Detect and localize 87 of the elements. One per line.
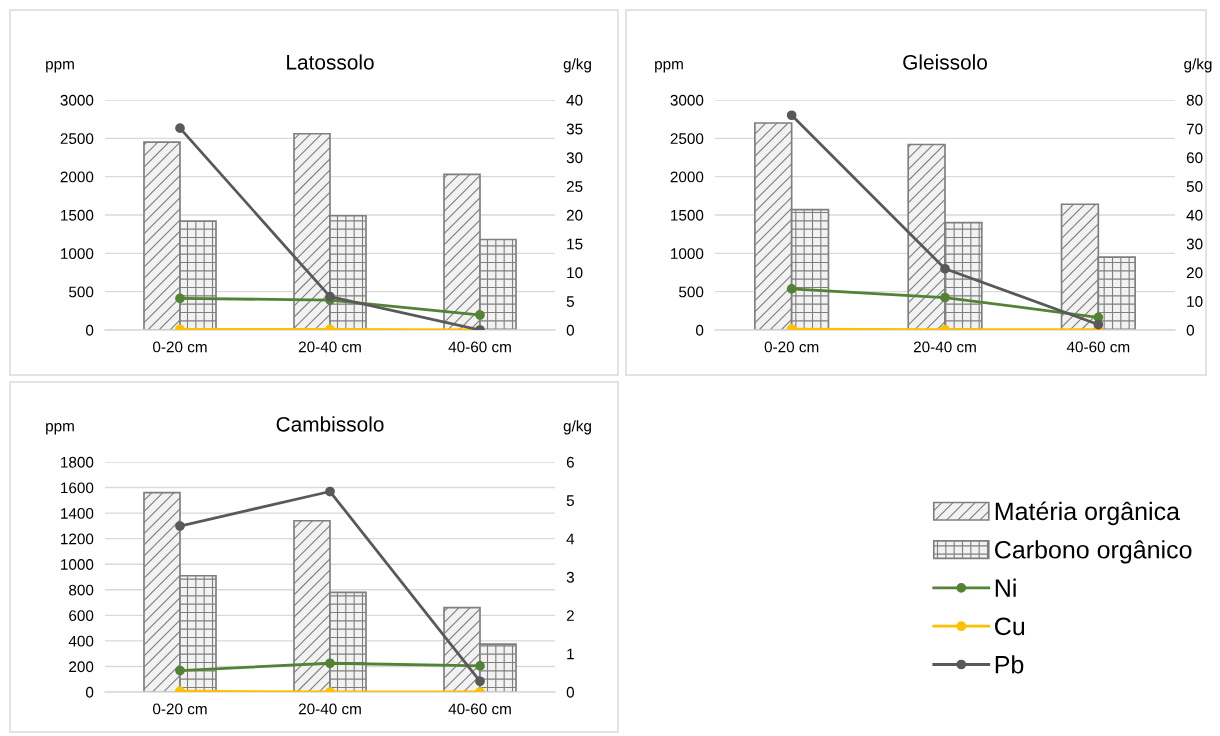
legend-label: Carbono orgânico <box>995 540 1192 564</box>
point <box>175 665 185 676</box>
legend-label: Cu <box>995 617 1025 636</box>
y2-tick-label: 3 <box>566 571 574 583</box>
y-tick-label: 1800 <box>61 456 94 468</box>
y-tick-label: 800 <box>69 584 94 596</box>
y-tick-label: 200 <box>69 661 94 673</box>
y-tick-label: 500 <box>679 286 704 298</box>
chart-title: Gleissolo <box>903 54 987 70</box>
legend-label: Pb <box>995 655 1024 674</box>
y-tick-label: 500 <box>69 286 94 298</box>
point <box>475 310 485 320</box>
y2-tick-label: 5 <box>566 495 574 507</box>
y2-tick-label: 10 <box>567 267 583 279</box>
point <box>1093 319 1104 330</box>
y2-tick-label: 70 <box>1186 123 1203 135</box>
y-tick-label: 0 <box>695 324 704 336</box>
y2-tick-label: 0 <box>1186 324 1195 336</box>
y2-axis-title: g/kg <box>563 420 591 435</box>
x-tick-label: 20-40 cm <box>298 703 361 715</box>
point <box>475 676 485 687</box>
x-tick-label: 40-60 cm <box>448 703 511 715</box>
y-tick-label: 3000 <box>60 94 94 106</box>
x-tick-label: 20-40 cm <box>913 341 976 353</box>
y-axis-title: ppm <box>655 61 683 73</box>
y-tick-label: 2500 <box>670 133 704 145</box>
point <box>175 293 185 304</box>
y-tick-label: 400 <box>68 635 94 647</box>
y2-tick-label: 80 <box>1186 94 1203 106</box>
point <box>175 123 185 134</box>
y2-tick-label: 40 <box>566 94 583 106</box>
y2-tick-label: 0 <box>566 324 575 336</box>
y2-tick-label: 5 <box>566 296 574 307</box>
x-tick-label: 20-40 cm <box>298 341 361 353</box>
y2-tick-label: 0 <box>566 686 575 698</box>
y-tick-label: 1200 <box>61 533 94 545</box>
y2-tick-label: 25 <box>566 181 583 192</box>
y2-tick-label: 20 <box>566 209 583 221</box>
legend-label: Ni <box>995 578 1016 597</box>
point <box>940 292 950 303</box>
y2-tick-label: 30 <box>1186 238 1203 250</box>
point <box>786 110 797 121</box>
point <box>325 291 335 302</box>
y2-tick-label: 30 <box>566 152 583 164</box>
x-tick-label: 0-20 cm <box>764 341 819 353</box>
point <box>325 658 335 669</box>
y-tick-label: 3000 <box>670 94 704 106</box>
y2-tick-label: 40 <box>1186 209 1203 221</box>
y-axis-title: ppm <box>46 61 74 73</box>
chart-title: Cambissolo <box>276 416 384 432</box>
y2-tick-label: 20 <box>1186 267 1203 279</box>
y2-tick-label: 4 <box>566 533 575 545</box>
y-tick-label: 1000 <box>61 559 94 570</box>
y2-tick-label: 15 <box>567 238 583 250</box>
y2-tick-label: 60 <box>1186 152 1203 164</box>
point <box>786 284 797 294</box>
point <box>475 661 485 671</box>
y-tick-label: 1500 <box>61 209 94 221</box>
y2-tick-label: 2 <box>566 610 574 621</box>
y-tick-label: 1400 <box>61 507 94 519</box>
y-tick-label: 1000 <box>671 248 704 260</box>
y2-axis-title: g/kg <box>563 58 591 73</box>
legend-label: Matéria orgânica <box>995 501 1180 526</box>
point <box>940 263 950 274</box>
chart-title: Latossolo <box>287 54 374 70</box>
y2-tick-label: 10 <box>1187 296 1203 307</box>
y2-tick-label: 35 <box>566 123 583 135</box>
x-tick-label: 0-20 cm <box>153 341 207 353</box>
y-tick-label: 2000 <box>670 171 704 183</box>
y-tick-label: 0 <box>85 686 94 698</box>
y-tick-label: 0 <box>85 324 94 336</box>
y-tick-label: 1000 <box>61 248 94 260</box>
y2-tick-label: 50 <box>1186 181 1203 192</box>
y-tick-label: 600 <box>69 610 94 622</box>
x-tick-label: 40-60 cm <box>448 341 511 353</box>
y-tick-label: 2000 <box>60 171 94 183</box>
y2-tick-label: 6 <box>566 456 574 468</box>
point <box>325 486 335 497</box>
point <box>175 521 185 531</box>
y-tick-label: 1500 <box>671 209 704 221</box>
y-tick-label: 1600 <box>61 482 94 494</box>
x-tick-label: 0-20 cm <box>153 703 207 715</box>
y-axis-title: ppm <box>46 423 74 435</box>
y2-tick-label: 1 <box>567 648 574 660</box>
y-tick-label: 2500 <box>60 133 94 145</box>
x-tick-label: 40-60 cm <box>1066 341 1130 353</box>
y2-axis-title: g/kg <box>1184 58 1212 73</box>
